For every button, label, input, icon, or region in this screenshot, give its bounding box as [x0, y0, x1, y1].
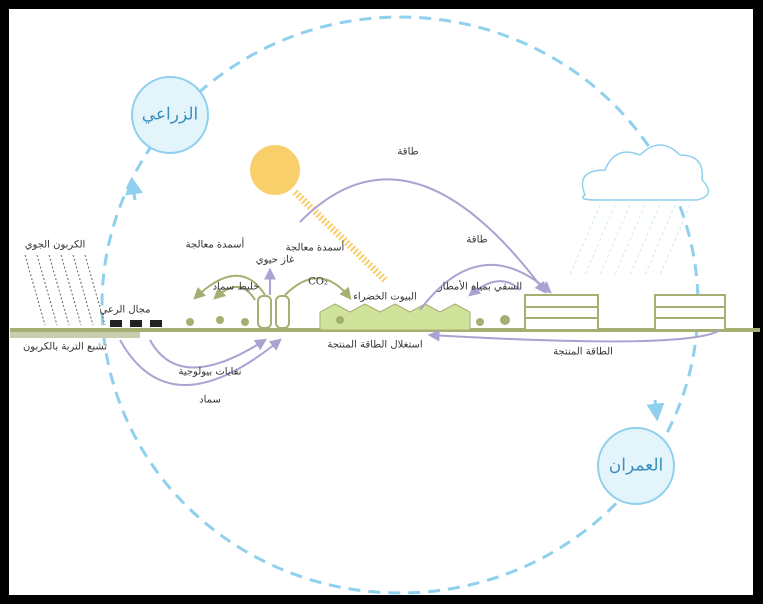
label: طاقة: [466, 235, 487, 246]
cloud: [581, 144, 710, 201]
greenhouse: [319, 303, 471, 331]
label: خليط سماد: [213, 282, 260, 293]
label: طاقة: [397, 147, 418, 158]
label: مجال الرعي: [100, 305, 151, 316]
label: الكربون الجوي: [25, 240, 86, 251]
zone-label: الزراعي: [142, 105, 199, 125]
label: CO₂: [308, 277, 328, 288]
cattle: [110, 320, 162, 327]
digester: [257, 295, 272, 329]
label: تشبع التربة بالكربون: [23, 342, 107, 353]
label: سماد: [199, 395, 221, 406]
sun: [250, 145, 300, 195]
sunlight: [292, 189, 388, 283]
label: نفايات بيولوجية: [178, 367, 241, 378]
label: أسمدة معالجة: [286, 241, 345, 254]
label: البيوت الخضراء: [353, 292, 417, 303]
digester: [275, 295, 290, 329]
rain: [569, 204, 691, 276]
flows: [119, 178, 721, 386]
label: السقي بمياه الأمطار: [437, 281, 522, 293]
carbon-lines: [24, 254, 106, 326]
buildings: [524, 294, 726, 331]
zone-circle: [597, 427, 675, 505]
trees: [186, 315, 510, 326]
zone-circle: [131, 76, 209, 154]
soil: [10, 332, 140, 338]
cycle-arrow: [646, 399, 665, 422]
label: الطاقة المنتجة: [553, 347, 613, 358]
cycle-arrow: [125, 176, 144, 201]
zone-label: العمران: [609, 456, 664, 476]
label: غاز حيوي: [256, 255, 294, 266]
label: أسمدة معالجة: [186, 238, 245, 251]
label: استغلال الطاقة المنتجة: [327, 340, 422, 351]
